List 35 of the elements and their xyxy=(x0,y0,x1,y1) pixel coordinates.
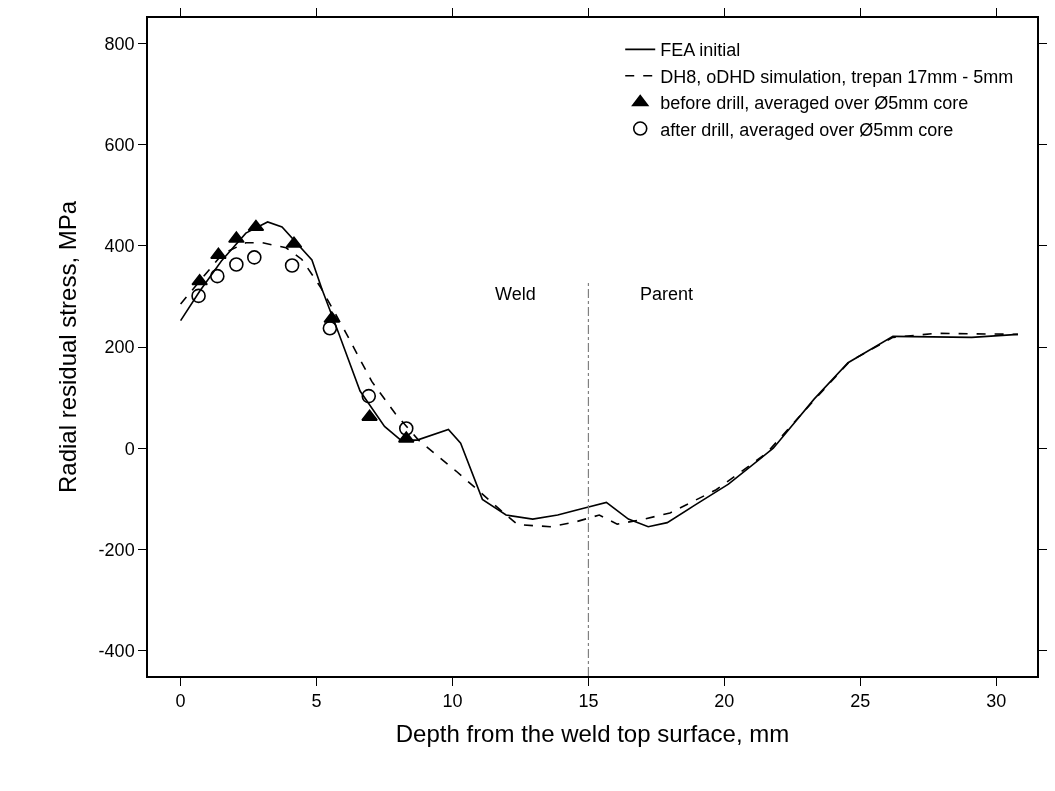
point xyxy=(284,258,300,273)
legend-label: after drill, averaged over Ø5mm core xyxy=(660,119,954,140)
legend-label: before drill, averaged over Ø5mm core xyxy=(660,93,969,114)
point xyxy=(191,288,206,304)
x-tick-label: 5 xyxy=(311,691,322,712)
x-axis-title: Depth from the weld top surface, mm xyxy=(395,720,790,748)
point xyxy=(210,268,225,284)
x-tick-label: 20 xyxy=(714,691,735,712)
point xyxy=(191,273,208,286)
point xyxy=(210,247,227,259)
y-tick-label: 0 xyxy=(124,438,135,459)
point xyxy=(247,219,265,232)
point xyxy=(361,409,378,421)
point xyxy=(361,388,377,404)
x-tick-label: 25 xyxy=(850,691,871,712)
x-tick-label: 30 xyxy=(986,691,1007,712)
y-tick-label: -200 xyxy=(98,539,135,560)
annotation: Weld xyxy=(495,284,536,304)
annotation: Parent xyxy=(640,284,694,304)
legend-label: FEA initial xyxy=(660,40,741,61)
x-tick-label: 10 xyxy=(442,691,463,712)
point xyxy=(228,231,245,243)
y-tick-label: -400 xyxy=(98,640,135,661)
y-tick-label: 600 xyxy=(104,134,135,155)
legend-label: DH8, oDHD simulation, trepan 17mm - 5mm xyxy=(660,66,1014,87)
y-tick-label: 200 xyxy=(104,337,135,358)
point xyxy=(247,250,262,265)
point xyxy=(229,257,244,272)
point xyxy=(398,421,414,436)
y-tick-label: 800 xyxy=(104,33,135,54)
x-tick-label: 0 xyxy=(175,691,186,712)
y-axis-title: Radial residual stress, MPa xyxy=(54,200,82,494)
y-tick-label: 400 xyxy=(104,236,135,257)
point xyxy=(322,320,338,336)
x-tick-label: 15 xyxy=(578,691,599,712)
